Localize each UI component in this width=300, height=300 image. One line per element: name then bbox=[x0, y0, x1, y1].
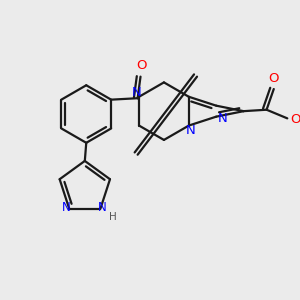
Text: N: N bbox=[132, 86, 142, 99]
Text: N: N bbox=[62, 201, 71, 214]
Text: N: N bbox=[98, 201, 107, 214]
Text: N: N bbox=[218, 112, 227, 124]
Text: O: O bbox=[136, 59, 147, 72]
Text: H: H bbox=[109, 212, 116, 222]
Text: O: O bbox=[268, 72, 279, 85]
Text: N: N bbox=[185, 124, 195, 137]
Text: O: O bbox=[290, 113, 300, 126]
